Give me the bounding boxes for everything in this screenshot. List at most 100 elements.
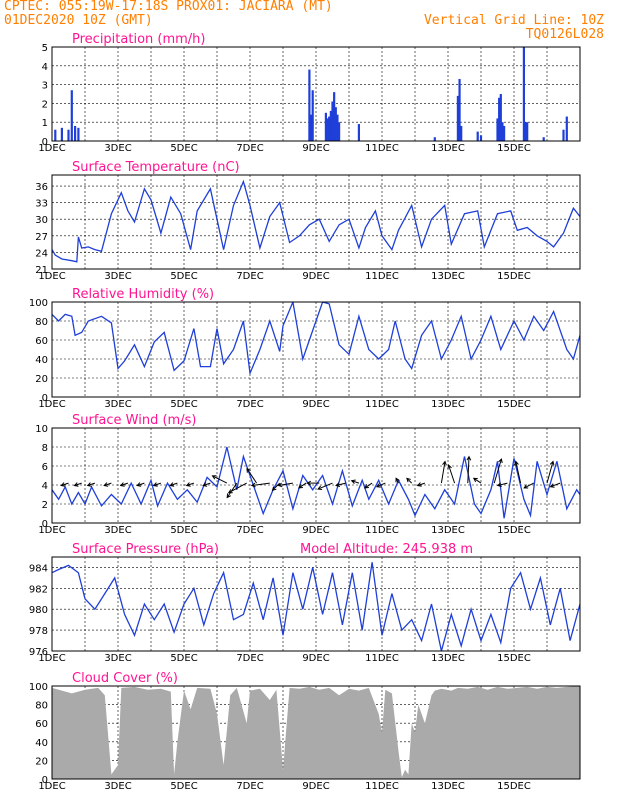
wind-arrow-head — [119, 482, 125, 487]
precip-bar — [460, 125, 463, 141]
y-tick-label: 978 — [29, 626, 48, 637]
y-tick-label: 982 — [29, 584, 48, 595]
y-tick-label: 40 — [35, 738, 48, 749]
x-tick-label: 7DEC — [236, 525, 263, 536]
wind-arrow-head — [271, 486, 277, 492]
precip-bar — [334, 107, 337, 141]
wind-arrow — [251, 482, 270, 486]
wind-arrow — [137, 482, 145, 486]
x-tick-label: 7DEC — [236, 653, 263, 664]
y-tick-label: 30 — [35, 215, 48, 226]
wind-arrow — [351, 480, 360, 484]
x-tick-label: 1DEC — [38, 143, 65, 154]
panel-2 — [51, 301, 581, 398]
wind-arrow-head — [416, 482, 422, 487]
wind-arrow-head — [103, 482, 109, 487]
x-tick-label: 13DEC — [431, 781, 465, 792]
wind-arrow — [203, 482, 211, 486]
wind-arrow — [550, 482, 561, 488]
precip-bar — [433, 137, 436, 141]
wind-arrow — [317, 482, 333, 490]
wind-arrow — [226, 482, 238, 498]
wind-arrow-head — [350, 479, 356, 484]
panel-3 — [51, 427, 581, 524]
wind-arrow — [186, 482, 195, 486]
header-model-id: TQ0126L028 — [525, 27, 604, 42]
wind-arrow — [376, 482, 386, 488]
wind-arrow-head — [549, 483, 555, 488]
wind-arrow — [212, 475, 228, 484]
y-tick-label: 8 — [42, 443, 48, 454]
x-tick-label: 15DEC — [497, 781, 531, 792]
plot-frame — [51, 301, 581, 398]
wind-arrow-head — [496, 482, 502, 487]
precip-bar — [324, 112, 327, 141]
precip-bar — [524, 122, 527, 141]
wind-arrow — [74, 482, 82, 486]
series-line — [52, 302, 580, 376]
y-tick-label: 33 — [35, 199, 48, 210]
wind-arrow — [120, 482, 129, 486]
wind-arrow — [440, 461, 446, 484]
precip-bar — [67, 129, 70, 141]
panel-0 — [51, 46, 581, 142]
wind-arrow-head — [185, 482, 191, 487]
wind-arrow-head — [202, 482, 208, 487]
precip-bar — [501, 122, 504, 141]
precip-bar — [496, 118, 499, 141]
y-tick-label: 0 — [42, 519, 48, 530]
panel-annotation: Model Altitude: 245.938 m — [300, 542, 473, 557]
x-tick-label: 5DEC — [170, 271, 197, 282]
wind-arrow-head — [335, 482, 341, 487]
x-tick-label: 11DEC — [365, 399, 399, 410]
plot-frame — [51, 46, 581, 142]
wind-arrow — [298, 482, 307, 489]
wind-arrow-head — [227, 489, 233, 494]
panel-title: Surface Wind (m/s) — [72, 413, 196, 428]
x-tick-label: 15DEC — [497, 271, 531, 282]
y-tick-label: 0 — [42, 393, 48, 404]
wind-arrow-head — [442, 460, 447, 466]
precip-bar — [329, 110, 332, 141]
x-tick-label: 13DEC — [431, 653, 465, 664]
y-tick-label: 100 — [29, 682, 48, 693]
wind-arrow — [61, 482, 69, 486]
x-tick-label: 3DEC — [104, 525, 131, 536]
y-tick-label: 5 — [42, 43, 48, 54]
wind-arrow-head — [498, 458, 503, 464]
y-tick-label: 4 — [42, 481, 48, 492]
series-line — [52, 179, 580, 263]
precip-bar — [476, 131, 479, 141]
precip-bar — [338, 122, 341, 141]
x-tick-label: 15DEC — [497, 525, 531, 536]
y-tick-label: 60 — [35, 336, 48, 347]
wind-arrow-head — [514, 460, 519, 466]
wind-arrow-head — [169, 482, 175, 487]
y-tick-label: 80 — [35, 317, 48, 328]
precip-bar — [479, 135, 483, 141]
precip-bar — [70, 90, 73, 141]
precip-bar — [309, 114, 313, 141]
header-station: CPTEC: 055:19W-17:18S PROX01: JACIARA (M… — [4, 0, 333, 14]
precip-bar — [74, 125, 77, 141]
x-tick-label: 9DEC — [302, 143, 329, 154]
x-tick-label: 1DEC — [38, 399, 65, 410]
precip-bar — [562, 129, 565, 141]
wind-arrow — [546, 461, 554, 484]
wind-arrow — [87, 482, 96, 486]
wind-arrow — [406, 477, 413, 484]
y-tick-label: 0 — [42, 775, 48, 786]
wind-arrow-head — [375, 483, 381, 488]
wind-arrow-head — [364, 484, 369, 489]
y-tick-label: 21 — [35, 265, 48, 276]
wind-arrow-head — [211, 475, 217, 480]
x-tick-label: 13DEC — [431, 271, 465, 282]
x-tick-label: 5DEC — [170, 653, 197, 664]
precip-bar — [456, 95, 459, 141]
x-tick-label: 3DEC — [104, 143, 131, 154]
y-tick-label: 6 — [42, 462, 48, 473]
wind-arrow-head — [277, 482, 283, 488]
panel-title: Cloud Cover (%) — [72, 671, 178, 686]
x-tick-label: 7DEC — [236, 781, 263, 792]
wind-arrow — [493, 458, 502, 484]
